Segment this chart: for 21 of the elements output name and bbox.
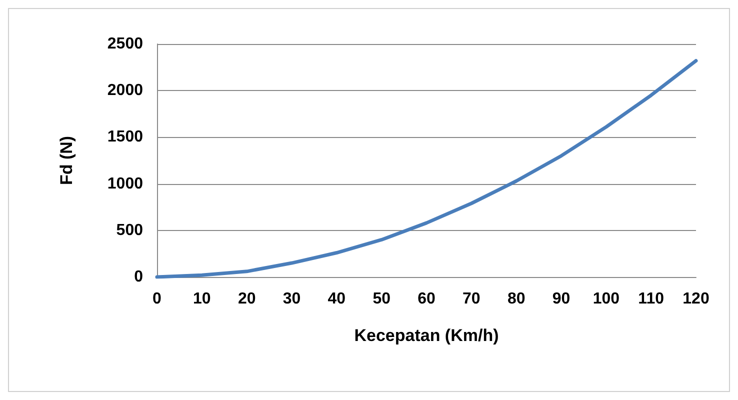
y-tick-label: 500	[116, 222, 144, 239]
x-tick-label: 90	[552, 290, 570, 308]
x-tick-label: 50	[372, 290, 391, 308]
x-tick-label: 120	[682, 290, 710, 308]
x-tick-label: 70	[462, 290, 480, 308]
x-tick-label: 20	[238, 290, 256, 308]
x-tick-label: 40	[328, 290, 346, 308]
x-tick-label: 0	[152, 290, 162, 308]
y-tick-label: 0	[134, 268, 144, 286]
x-axis-title: Kecepatan (Km/h)	[354, 326, 499, 345]
y-tick-label: 2500	[107, 36, 144, 52]
x-tick-label: 60	[418, 290, 436, 308]
y-tick-label: 2000	[107, 82, 144, 100]
y-tick-label: 1000	[107, 175, 144, 192]
y-axis-title: Fd (N)	[57, 136, 76, 186]
x-tick-label: 10	[193, 290, 211, 308]
x-tick-label: 80	[507, 290, 526, 308]
x-tick-label: 100	[592, 290, 620, 308]
x-tick-label: 30	[282, 290, 301, 308]
y-tick-label: 1500	[107, 128, 144, 146]
x-tick-label: 110	[638, 290, 664, 308]
